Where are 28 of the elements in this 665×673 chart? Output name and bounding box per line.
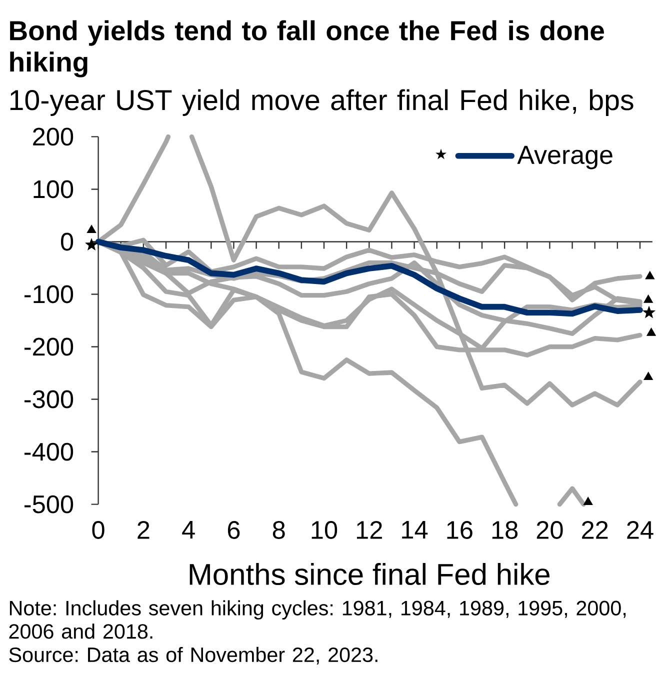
chart-subtitle: 10-year UST yield move after final Fed hike, bps bbox=[10, 89, 634, 116]
x-tick-label: 0 bbox=[92, 521, 104, 539]
y-tick-label: -100 bbox=[24, 285, 74, 304]
y-tick-label: -400 bbox=[24, 442, 74, 461]
x-tick-label: 4 bbox=[182, 521, 195, 538]
y-tick-label: 200 bbox=[33, 128, 74, 146]
x-tick-label: 2 bbox=[138, 521, 150, 539]
text: Note: Includes seven hiking cycles: 1981, 1984, 1989, 1995, 2000, 2006 and 2018. bbox=[9, 600, 626, 639]
legend-label: Average bbox=[517, 146, 612, 170]
y-tick-label: -300 bbox=[24, 390, 74, 408]
y-tick-label: 100 bbox=[34, 180, 74, 198]
x-tick-label: 22 bbox=[582, 521, 608, 539]
x-tick-label: 10 bbox=[312, 521, 338, 539]
y-tick-label: -500 bbox=[24, 495, 74, 514]
x-tick-label: 14 bbox=[402, 521, 428, 538]
source-note: Source: Data as of November 22, 2023. bbox=[9, 646, 378, 665]
x-tick-label: 20 bbox=[536, 521, 563, 539]
x-tick-label: 6 bbox=[228, 521, 240, 539]
x-axis-title: Months since final Fed hike bbox=[190, 563, 550, 586]
x-tick-label: 18 bbox=[492, 521, 518, 539]
y-tick-label: -200 bbox=[24, 338, 74, 356]
legend-title: ★ bbox=[435, 148, 447, 160]
x-tick-label: 8 bbox=[272, 521, 285, 539]
chart-title: Bond yields tend to fall once the Fed is done hiking bbox=[10, 20, 604, 78]
x-tick-label: 12 bbox=[356, 521, 382, 539]
x-tick-label: 24 bbox=[627, 521, 654, 539]
y-tick-label: 0 bbox=[60, 232, 74, 251]
x-tick-label: 16 bbox=[447, 521, 472, 539]
